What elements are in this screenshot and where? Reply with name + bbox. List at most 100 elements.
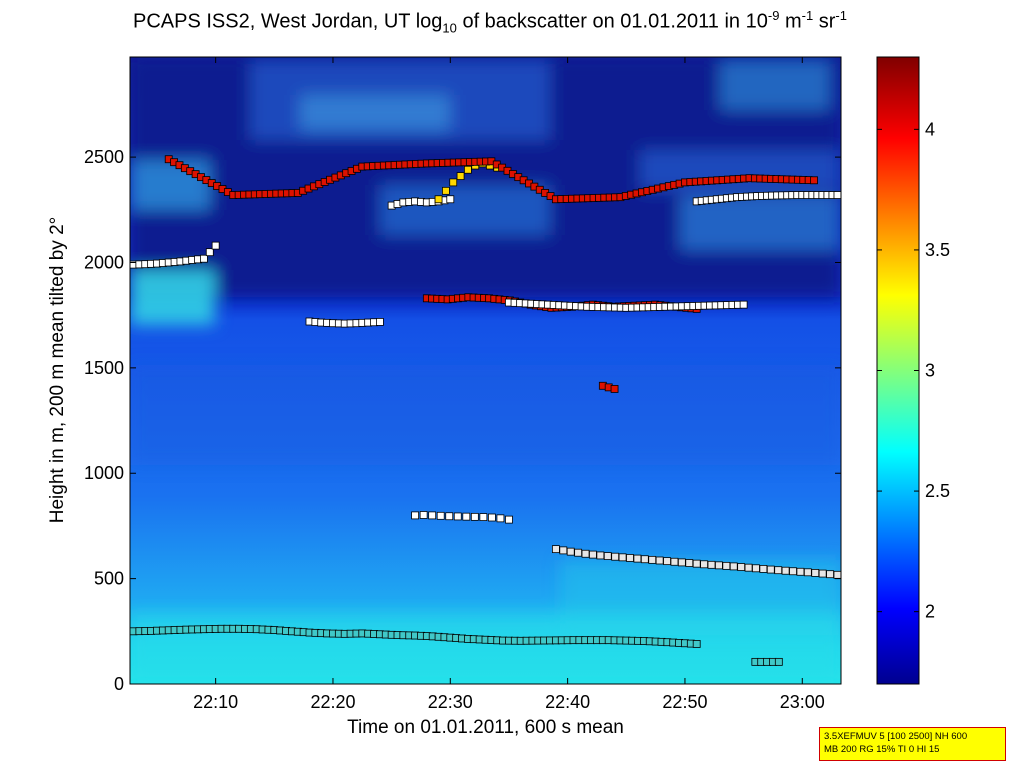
marker-series xyxy=(129,241,220,269)
y-tick-label: 0 xyxy=(114,674,124,694)
marker-point xyxy=(581,549,590,558)
marker-point xyxy=(559,546,568,555)
marker-point xyxy=(677,558,686,567)
marker-series xyxy=(598,381,619,393)
marker-point xyxy=(633,554,642,563)
x-tick-label: 22:30 xyxy=(428,692,473,712)
marker-point xyxy=(826,570,834,579)
marker-point xyxy=(411,511,420,520)
marker-point xyxy=(434,195,443,204)
marker-point xyxy=(470,512,479,521)
marker-point xyxy=(449,178,458,187)
marker-point xyxy=(200,254,208,263)
marker-point xyxy=(759,565,768,573)
y-tick-label: 2000 xyxy=(84,252,124,272)
colorbar-tick-label: 2 xyxy=(925,602,935,622)
marker-point xyxy=(445,512,454,521)
colorbar-axis: 2 2.5 3 3.5 4 xyxy=(877,119,950,622)
marker-point xyxy=(752,564,760,573)
x-tick-label: 22:50 xyxy=(662,692,707,712)
settings-infobox: 3.5XEFMUV 5 [100 2500] NH 600 MB 200 RG … xyxy=(819,727,1006,761)
marker-series xyxy=(411,511,513,524)
marker-point xyxy=(811,569,820,577)
x-tick-label: 22:20 xyxy=(310,692,355,712)
colorbar-tick-label: 3.5 xyxy=(925,240,950,260)
marker-point xyxy=(739,300,748,309)
marker-point xyxy=(453,512,462,521)
marker-point xyxy=(700,560,708,569)
marker-series xyxy=(305,317,384,328)
marker-point xyxy=(551,545,560,554)
marker-series xyxy=(129,624,701,648)
y-tick-label: 500 xyxy=(94,569,124,589)
plot-frame xyxy=(129,56,842,685)
marker-point xyxy=(648,555,657,564)
colorbar-tick-label: 2.5 xyxy=(925,481,950,501)
marker-point xyxy=(446,195,455,204)
marker-series xyxy=(505,298,748,312)
marker-point xyxy=(574,548,583,557)
marker-point xyxy=(692,640,701,648)
y-axis-label: Height in m, 200 m mean tilted by 2° xyxy=(47,216,68,524)
marker-point xyxy=(810,176,818,185)
colorbar xyxy=(876,56,920,685)
marker-point xyxy=(611,552,620,561)
y-tick-label: 1500 xyxy=(84,358,124,378)
marker-point xyxy=(707,560,716,569)
marker-point xyxy=(640,555,649,564)
marker-point xyxy=(803,568,812,577)
infobox-line-1: 3.5XEFMUV 5 [100 2500] NH 600 xyxy=(824,731,968,742)
marker-point xyxy=(442,186,450,195)
marker-point xyxy=(596,551,605,560)
marker-point xyxy=(456,172,465,180)
x-tick-label: 23:00 xyxy=(780,692,825,712)
marker-series xyxy=(387,195,455,210)
marker-point xyxy=(737,563,746,571)
marker-point xyxy=(729,562,738,571)
marker-point xyxy=(670,557,679,566)
marker-layer xyxy=(129,155,842,666)
marker-point xyxy=(715,561,723,570)
marker-series xyxy=(551,545,842,579)
marker-point xyxy=(479,513,488,521)
marker-point xyxy=(796,567,805,576)
colorbar-tick-label: 3 xyxy=(925,361,935,381)
marker-point xyxy=(692,559,701,568)
marker-point xyxy=(589,550,597,559)
marker-point xyxy=(464,165,472,174)
marker-point xyxy=(462,512,471,521)
x-axis-label: Time on 01.01.2011, 600 s mean xyxy=(347,717,624,738)
colorbar-tick-label: 4 xyxy=(925,119,935,139)
marker-point xyxy=(603,552,612,560)
marker-point xyxy=(833,191,842,199)
marker-point xyxy=(833,570,842,579)
marker-point xyxy=(610,385,619,393)
marker-point xyxy=(428,511,437,520)
marker-point xyxy=(789,567,797,576)
backscatter-field xyxy=(130,57,841,684)
marker-series xyxy=(692,191,842,206)
marker-point xyxy=(376,318,384,326)
marker-point xyxy=(818,569,827,578)
marker-point xyxy=(419,511,428,519)
marker-point xyxy=(496,514,505,523)
marker-point xyxy=(505,515,513,524)
marker-point xyxy=(766,565,775,574)
marker-point xyxy=(722,561,731,570)
marker-series xyxy=(164,155,818,204)
marker-series xyxy=(751,657,783,666)
marker-point xyxy=(744,563,753,572)
marker-point xyxy=(626,554,634,562)
marker-point xyxy=(436,511,445,520)
x-tick-label: 22:40 xyxy=(545,692,590,712)
marker-point xyxy=(566,547,575,556)
x-tick-label: 22:10 xyxy=(193,692,238,712)
marker-point xyxy=(618,553,627,562)
y-tick-label: 2500 xyxy=(84,147,124,167)
marker-point xyxy=(205,248,214,257)
x-axis: 22:10 22:20 22:30 22:40 22:50 23:00 xyxy=(193,57,825,712)
y-axis: 0 500 1000 1500 2000 2500 xyxy=(84,147,841,694)
marker-point xyxy=(487,513,496,522)
marker-point xyxy=(663,557,671,566)
